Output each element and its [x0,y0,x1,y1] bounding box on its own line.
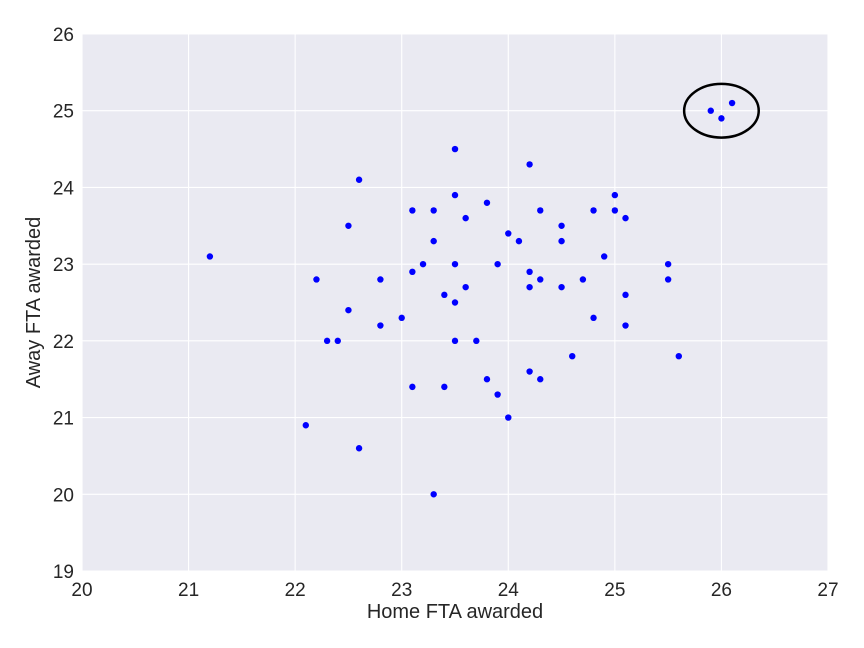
x-tick-label: 25 [604,580,625,601]
data-point [355,445,363,452]
y-tick-label: 26 [53,25,74,46]
data-point [398,314,405,322]
grid [81,33,829,572]
x-tick-label: 20 [71,580,92,601]
x-axis-ticks: 20 21 22 23 24 25 26 27 [71,580,838,601]
data-point [728,99,736,107]
data-point [675,353,682,360]
data-point [494,260,501,268]
data-point [526,268,533,276]
data-point [601,253,608,260]
data-point [377,276,384,283]
data-point [526,283,533,291]
data-point [451,299,459,306]
data-points [206,99,736,498]
data-point [537,376,544,383]
data-point [505,230,512,237]
x-tick-label: 26 [711,580,732,601]
x-tick-label: 24 [498,580,520,601]
data-point [558,283,565,291]
data-point [537,276,544,283]
data-point [537,207,544,214]
y-tick-label: 25 [53,102,74,123]
data-point [558,237,565,245]
data-point [451,145,459,153]
data-point [611,207,619,214]
data-point [451,337,459,345]
data-point [526,161,533,168]
y-axis-ticks: 19 20 21 22 23 24 25 26 [53,25,75,583]
y-tick-label: 24 [53,178,75,199]
data-point [409,268,416,276]
x-tick-label: 22 [285,580,306,601]
data-point [323,337,331,345]
data-point [409,207,416,214]
data-point [313,276,320,283]
y-tick-label: 21 [53,409,74,430]
y-tick-label: 23 [53,255,74,276]
data-point [494,391,501,398]
data-point [622,291,629,299]
data-point [419,260,427,268]
data-point [579,276,587,283]
data-point [430,207,437,214]
data-point [622,322,629,329]
data-point [483,199,491,206]
annotations [682,82,760,139]
data-point [664,276,672,283]
data-point [483,376,491,383]
x-tick-label: 27 [817,580,838,601]
data-point [569,353,576,360]
data-point [611,191,619,199]
data-point [441,291,448,299]
data-point [430,237,437,245]
data-point [334,337,341,345]
data-point [515,237,523,245]
y-tick-label: 22 [53,332,74,353]
data-point [451,260,459,268]
y-tick-label: 20 [53,485,74,506]
data-point [345,222,352,229]
y-axis-label: Away FTA awarded [23,217,45,389]
data-point [430,491,437,498]
data-point [558,222,565,229]
data-point [377,322,384,329]
highlight-ellipse [682,82,760,139]
x-tick-label: 21 [178,580,199,601]
data-point [664,260,672,268]
data-point [526,368,533,375]
data-point [590,207,597,214]
data-point [409,383,416,391]
data-point [451,191,459,199]
data-point [622,214,629,222]
x-axis-label: Home FTA awarded [367,601,543,623]
data-point [462,214,469,222]
data-point [462,283,469,291]
data-point [473,337,480,345]
x-tick-label: 23 [391,580,412,601]
data-point [345,306,352,314]
data-point [302,422,309,429]
data-point [355,176,363,183]
data-point [707,107,714,114]
data-point [441,383,448,391]
data-point [718,115,725,122]
data-point [590,314,597,322]
y-tick-label: 19 [53,562,74,583]
data-point [505,414,512,421]
data-point [206,253,214,260]
